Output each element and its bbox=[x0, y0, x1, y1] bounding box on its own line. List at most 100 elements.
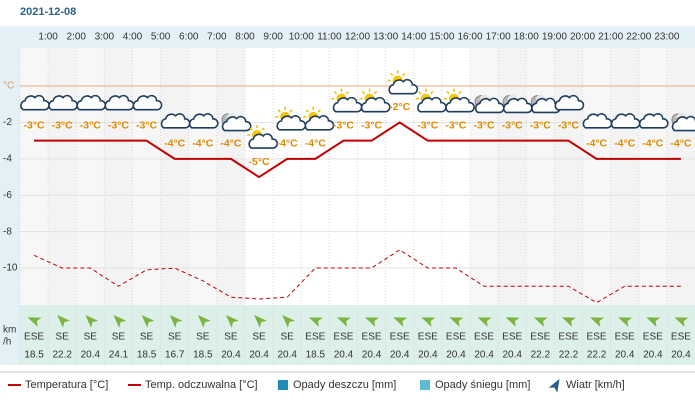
wind-direction: ESE bbox=[587, 332, 607, 343]
legend-swatch bbox=[548, 378, 560, 393]
wind-speed: 20.4 bbox=[277, 350, 297, 361]
column-bg bbox=[498, 48, 527, 305]
legend-label: Temperatura [°C] bbox=[25, 379, 108, 391]
wind-speed: 20.4 bbox=[81, 350, 101, 361]
weather-icon bbox=[359, 88, 391, 113]
hour-label: 6:00 bbox=[179, 32, 199, 43]
weather-icon bbox=[554, 94, 585, 111]
wind-speed: 20.4 bbox=[418, 350, 438, 361]
column-bg bbox=[216, 48, 245, 305]
wind-direction: SE bbox=[168, 332, 182, 343]
wind-arrow bbox=[365, 317, 380, 327]
hour-label: 1:00 bbox=[38, 32, 58, 43]
weather-icon bbox=[671, 112, 695, 132]
hour-label: 21:00 bbox=[598, 32, 623, 43]
temperature-label: -4°C bbox=[164, 138, 186, 150]
column-bg bbox=[413, 48, 442, 305]
wind-direction: ESE bbox=[24, 332, 44, 343]
wind-arrow bbox=[618, 317, 633, 327]
wind-arrow bbox=[674, 317, 689, 327]
y-tick-label: -8 bbox=[3, 226, 12, 237]
wind-speed: 20.4 bbox=[221, 350, 241, 361]
column-bg bbox=[104, 48, 133, 305]
column-bg bbox=[160, 48, 189, 305]
hour-label: 13:00 bbox=[373, 32, 398, 43]
hour-label: 4:00 bbox=[123, 32, 143, 43]
cloud bbox=[445, 96, 475, 113]
temperature-label: -3°C bbox=[502, 119, 524, 131]
temperature-label: -4°C bbox=[192, 138, 214, 150]
wind-arrow bbox=[27, 317, 42, 327]
wind-direction: ESE bbox=[474, 332, 494, 343]
temperature-label: -3°C bbox=[136, 119, 158, 131]
wind-speed: 20.4 bbox=[474, 350, 494, 361]
wind-direction: SE bbox=[140, 332, 154, 343]
sun-ray bbox=[430, 91, 434, 95]
weather-icon bbox=[303, 106, 335, 131]
temperature-label: -3°C bbox=[474, 119, 496, 131]
cloud bbox=[188, 113, 219, 129]
hour-label: 18:00 bbox=[514, 32, 539, 43]
temperature-label: -3°C bbox=[445, 119, 467, 131]
cloud bbox=[671, 115, 695, 132]
weather-icon bbox=[247, 125, 279, 149]
temperature-label: -3°C bbox=[361, 119, 383, 131]
sun-ray bbox=[458, 91, 462, 95]
weather-icon bbox=[188, 113, 219, 129]
weather-icon bbox=[221, 112, 252, 132]
wind-arrow bbox=[85, 315, 99, 328]
wind-direction: SE bbox=[281, 332, 295, 343]
cloud bbox=[304, 115, 335, 131]
legend-swatch bbox=[278, 380, 288, 390]
weather-icon bbox=[443, 88, 475, 113]
weather-icon bbox=[638, 113, 669, 129]
cloud bbox=[360, 96, 391, 113]
column-bg bbox=[610, 48, 639, 305]
wind-arrow bbox=[646, 317, 661, 327]
y-tick-label: -10 bbox=[3, 263, 18, 274]
y-tick-label: -2 bbox=[3, 117, 12, 128]
wind-direction: SE bbox=[112, 332, 126, 343]
wind-speed: 20.4 bbox=[671, 350, 691, 361]
wind-direction: ESE bbox=[362, 332, 382, 343]
wind-arrow bbox=[254, 315, 267, 328]
wind-arrow bbox=[308, 317, 323, 327]
wind-speed: 20.4 bbox=[249, 350, 269, 361]
wind-arrow bbox=[421, 317, 436, 327]
hour-label: 8:00 bbox=[235, 32, 255, 43]
temperature-label: -3°C bbox=[530, 119, 552, 131]
hour-header bbox=[20, 26, 695, 48]
column-bg bbox=[470, 48, 499, 305]
wind-speed: 20.4 bbox=[334, 350, 354, 361]
temperature-label: -3°C bbox=[52, 119, 74, 131]
wind-unit: km bbox=[3, 325, 16, 336]
hour-label: 5:00 bbox=[151, 32, 171, 43]
sun-ray bbox=[373, 91, 378, 95]
sun-ray bbox=[317, 109, 321, 113]
wind-speed: 18.5 bbox=[137, 350, 157, 361]
sun-ray bbox=[305, 109, 309, 113]
sun-ray bbox=[249, 127, 253, 131]
cloud bbox=[388, 78, 419, 95]
temperature-label: -4°C bbox=[642, 138, 664, 150]
column-bg bbox=[554, 48, 583, 305]
wind-arrow bbox=[169, 315, 183, 328]
column-bg bbox=[441, 48, 470, 305]
column-bg bbox=[273, 48, 302, 305]
axis-panel bbox=[0, 26, 20, 365]
sun-ray bbox=[277, 109, 281, 113]
cloud bbox=[248, 133, 279, 149]
legend-label: Wiatr [km/h] bbox=[566, 379, 625, 391]
hour-label: 22:00 bbox=[626, 32, 651, 43]
wind-speed: 20.4 bbox=[446, 350, 466, 361]
wind-arrow bbox=[449, 317, 464, 327]
weather-icon bbox=[387, 70, 419, 95]
temperature-label: -4°C bbox=[277, 138, 299, 150]
feels-like-line bbox=[33, 249, 681, 304]
wind-arrow bbox=[282, 315, 295, 328]
temperature-label: -4°C bbox=[220, 138, 242, 150]
hour-label: 16:00 bbox=[457, 32, 482, 43]
sun-ray bbox=[418, 91, 422, 95]
column-bg bbox=[48, 48, 77, 305]
